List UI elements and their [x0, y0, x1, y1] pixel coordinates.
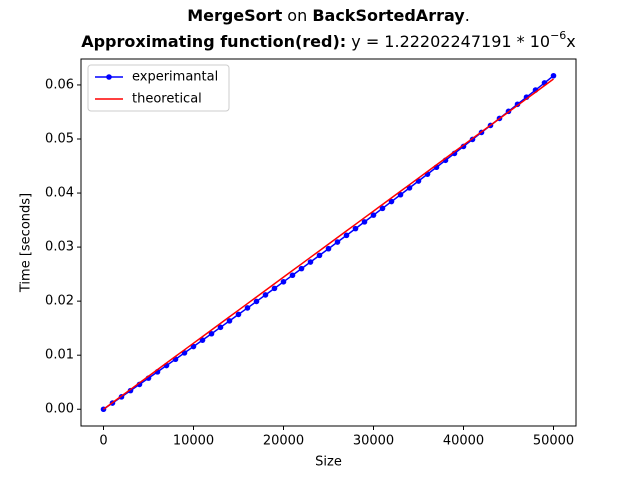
- title-part: Approximating function(red):: [81, 32, 346, 51]
- y-tick-label: 0.01: [45, 348, 74, 363]
- point-marker: [280, 279, 287, 285]
- y-tick-label: 0.03: [45, 240, 74, 255]
- chart-title: MergeSort on BackSortedArray.: [187, 6, 470, 25]
- y-axis-label: Time [seconds]: [19, 193, 34, 293]
- y-tick-label: 0.06: [45, 77, 74, 92]
- legend-label: experimantal: [132, 70, 218, 85]
- point-marker: [262, 292, 269, 298]
- series-line: [103, 78, 554, 410]
- title-part: BackSortedArray: [312, 6, 465, 25]
- title-part: y = 1.22202247191 * 10: [346, 32, 550, 51]
- y-tick-label: 0.04: [45, 186, 74, 201]
- y-tick-label: 0.02: [45, 294, 74, 309]
- point-marker: [289, 272, 296, 279]
- point-marker: [226, 318, 233, 324]
- point-marker: [253, 298, 260, 305]
- legend-box: [87, 64, 230, 112]
- point-marker: [550, 72, 557, 79]
- y-tick-label: 0.00: [45, 402, 74, 417]
- point-marker: [397, 191, 404, 198]
- point-marker: [334, 239, 341, 245]
- point-marker: [379, 205, 386, 212]
- x-tick-label: 10000: [173, 434, 214, 449]
- point-marker: [307, 259, 314, 265]
- chart-title: Approximating function(red): y = 1.22202…: [81, 29, 576, 51]
- title-part: x: [566, 32, 575, 51]
- title-part: −6: [550, 29, 566, 42]
- point-marker: [370, 212, 377, 218]
- x-tick-label: 40000: [443, 434, 484, 449]
- point-marker: [271, 285, 278, 292]
- point-marker: [361, 219, 368, 225]
- point-marker: [235, 311, 242, 318]
- legend-label: theoretical: [132, 92, 202, 107]
- x-axis-label: Size: [315, 455, 342, 470]
- x-tick-label: 30000: [353, 434, 394, 449]
- point-marker: [217, 324, 224, 331]
- title-part: .: [465, 6, 470, 25]
- y-tick-label: 0.05: [45, 131, 74, 146]
- point-marker: [343, 232, 350, 239]
- point-marker: [244, 305, 251, 311]
- point-marker: [298, 265, 305, 272]
- point-marker: [208, 330, 215, 337]
- point-marker: [352, 225, 359, 232]
- point-marker: [388, 198, 395, 205]
- title-part: on: [282, 6, 312, 25]
- x-tick-label: 50000: [533, 434, 574, 449]
- point-marker: [460, 143, 467, 150]
- point-marker: [199, 337, 206, 343]
- legend-marker: [106, 74, 112, 80]
- x-tick-label: 20000: [263, 434, 304, 449]
- point-marker: [316, 252, 323, 259]
- title-part: MergeSort: [187, 6, 282, 25]
- point-marker: [325, 245, 332, 252]
- legend: experimantal theoretical: [87, 64, 230, 112]
- x-tick-label: 0: [99, 434, 107, 449]
- plot-frame: [80, 58, 577, 427]
